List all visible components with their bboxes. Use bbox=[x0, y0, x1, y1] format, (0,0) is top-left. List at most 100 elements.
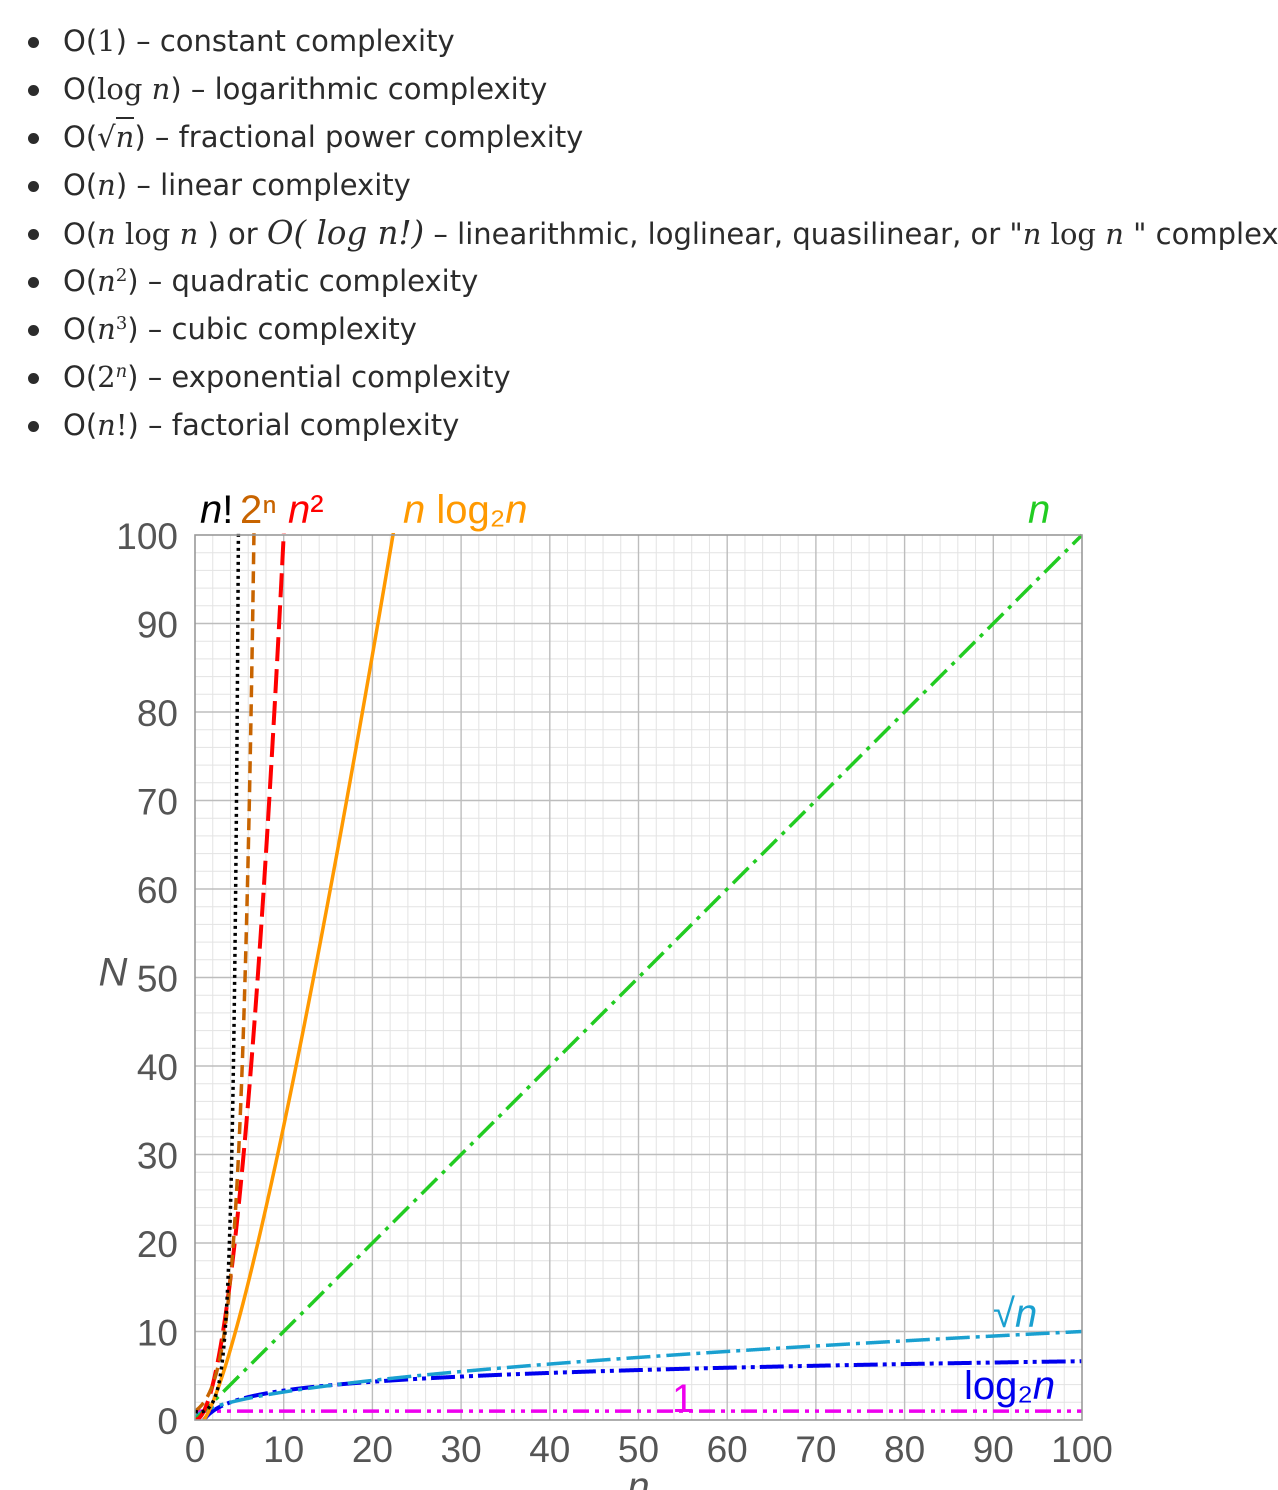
list-item-cubic: O(n3) – cubic complexity bbox=[28, 306, 1278, 354]
list-item-exponential: O(2n) – exponential complexity bbox=[28, 354, 1278, 402]
list-item-fractional: O(√n) – fractional power complexity bbox=[28, 114, 1278, 162]
item-text: ) – fractional power complexity bbox=[134, 120, 584, 154]
y-tick-label: 0 bbox=[157, 1401, 178, 1442]
series-label-log2: log₂n bbox=[964, 1364, 1055, 1408]
y-tick-label: 60 bbox=[137, 870, 178, 911]
math-term: n bbox=[115, 117, 135, 154]
math-term: n bbox=[97, 217, 116, 251]
series-label-part: n bbox=[200, 488, 222, 532]
item-prefix: O( bbox=[63, 264, 98, 298]
item-text: ) – factorial complexity bbox=[127, 408, 460, 442]
item-prefix: O( bbox=[63, 120, 98, 154]
series-line-nlogn bbox=[202, 533, 396, 1420]
sqrt-symbol: √ bbox=[97, 120, 116, 154]
series-label-part: log₂ bbox=[425, 488, 505, 532]
list-item-factorial: O(n!) – factorial complexity bbox=[28, 402, 1278, 450]
bullet bbox=[28, 133, 39, 144]
item-prefix: O( bbox=[63, 312, 98, 346]
y-tick-label: 20 bbox=[137, 1224, 178, 1265]
series-line-sqrt bbox=[195, 1329, 1082, 1420]
math-term: n bbox=[1105, 217, 1124, 251]
series-label-linear: n bbox=[1028, 488, 1050, 532]
series-label-factorial: n! bbox=[200, 488, 233, 532]
item-prefix: O( bbox=[63, 408, 98, 442]
math-exponent: 2 bbox=[115, 265, 128, 287]
plot-frame bbox=[194, 534, 1083, 1421]
item-text: – linearithmic, loglinear, quasilinear, … bbox=[424, 217, 1023, 251]
series-label-part: n bbox=[1033, 1364, 1055, 1408]
math-exponent: 3 bbox=[115, 313, 128, 335]
math-term: n bbox=[179, 217, 199, 251]
item-prefix: O( bbox=[63, 217, 98, 251]
series-label-part: n bbox=[1028, 488, 1050, 532]
math-term: log bbox=[1041, 217, 1106, 251]
math-term: log bbox=[97, 72, 152, 106]
series-line-pow2 bbox=[195, 533, 256, 1413]
item-text: ) – quadratic complexity bbox=[127, 264, 479, 298]
list-item-linearithmic: O(n log n ) or O( log n!) – linearithmic… bbox=[28, 210, 1278, 258]
item-text: ) or bbox=[198, 217, 267, 251]
bullet bbox=[28, 37, 39, 48]
math-term: n bbox=[1022, 217, 1042, 251]
list-item-constant: O(1) – constant complexity bbox=[28, 18, 1278, 66]
math-term: O( bbox=[266, 214, 307, 252]
x-tick-label: 10 bbox=[263, 1429, 304, 1470]
math-term: log n!) bbox=[306, 214, 425, 252]
series-label-part: √ bbox=[993, 1292, 1015, 1336]
list-item-linear: O(n) – linear complexity bbox=[28, 162, 1278, 210]
math-exponent: n bbox=[115, 361, 128, 383]
x-tick-label: 70 bbox=[795, 1429, 836, 1470]
x-tick-label: 50 bbox=[618, 1429, 659, 1470]
series-label-constant: 1 bbox=[672, 1377, 694, 1421]
item-text: ) – constant complexity bbox=[115, 24, 455, 58]
complexity-chart: 0 10 20 30 40 50 60 70 80 90 100 0 10 20 30 40 50 60 70 80 9… bbox=[99, 488, 1113, 1490]
y-tick-label: 70 bbox=[137, 782, 178, 823]
x-tick-label: 40 bbox=[529, 1429, 570, 1470]
bullet bbox=[28, 325, 39, 336]
series-label-part: log₂ bbox=[964, 1364, 1033, 1408]
series-label-pow2: 2ⁿ bbox=[240, 488, 277, 532]
x-tick-label: 20 bbox=[352, 1429, 393, 1470]
y-tick-label: 80 bbox=[137, 693, 178, 734]
math-term: n bbox=[97, 312, 116, 346]
math-term: 1 bbox=[97, 24, 116, 58]
bullet bbox=[28, 277, 39, 288]
series-label-part: 1 bbox=[672, 1377, 694, 1421]
series-line-square bbox=[195, 533, 286, 1420]
y-axis-label: N bbox=[99, 951, 128, 995]
x-tick-label: 100 bbox=[1051, 1429, 1113, 1470]
y-tick-label: 100 bbox=[116, 516, 178, 557]
math-term: log bbox=[115, 217, 180, 251]
y-tick-label: 10 bbox=[137, 1313, 178, 1354]
math-term: n bbox=[97, 264, 116, 298]
x-tick-label: 30 bbox=[441, 1429, 482, 1470]
bullet bbox=[28, 181, 39, 192]
series-label-part: ² bbox=[310, 488, 323, 532]
math-term: 2 bbox=[97, 360, 116, 394]
y-tick-label: 50 bbox=[137, 959, 178, 1000]
item-text: ) – logarithmic complexity bbox=[170, 72, 548, 106]
bullet bbox=[28, 373, 39, 384]
series-label-nlogn: n log₂n bbox=[403, 488, 528, 532]
series-label-part: n bbox=[288, 488, 310, 532]
series-label-part: 2 bbox=[240, 488, 262, 532]
x-tick-label: 90 bbox=[973, 1429, 1014, 1470]
x-tick-label: 80 bbox=[884, 1429, 925, 1470]
bullet bbox=[28, 421, 39, 432]
item-prefix: O( bbox=[63, 72, 98, 106]
y-tick-label: 90 bbox=[137, 605, 178, 646]
math-term: n bbox=[97, 408, 116, 442]
item-text: ) – cubic complexity bbox=[127, 312, 417, 346]
series-label-part: ⁿ bbox=[262, 488, 277, 532]
series-label-square: n² bbox=[288, 488, 324, 532]
y-tick-label: 30 bbox=[137, 1136, 178, 1177]
list-item-logarithmic: O(log n) – logarithmic complexity bbox=[28, 66, 1278, 114]
bullet bbox=[28, 229, 39, 240]
series-label-part: n bbox=[1015, 1292, 1037, 1336]
item-text: " complexity bbox=[1133, 217, 1278, 251]
series-label-part: ! bbox=[222, 488, 233, 532]
x-tick-label: 60 bbox=[707, 1429, 748, 1470]
item-prefix: O( bbox=[63, 168, 98, 202]
math-term: n bbox=[151, 72, 171, 106]
math-term: n bbox=[97, 168, 116, 202]
